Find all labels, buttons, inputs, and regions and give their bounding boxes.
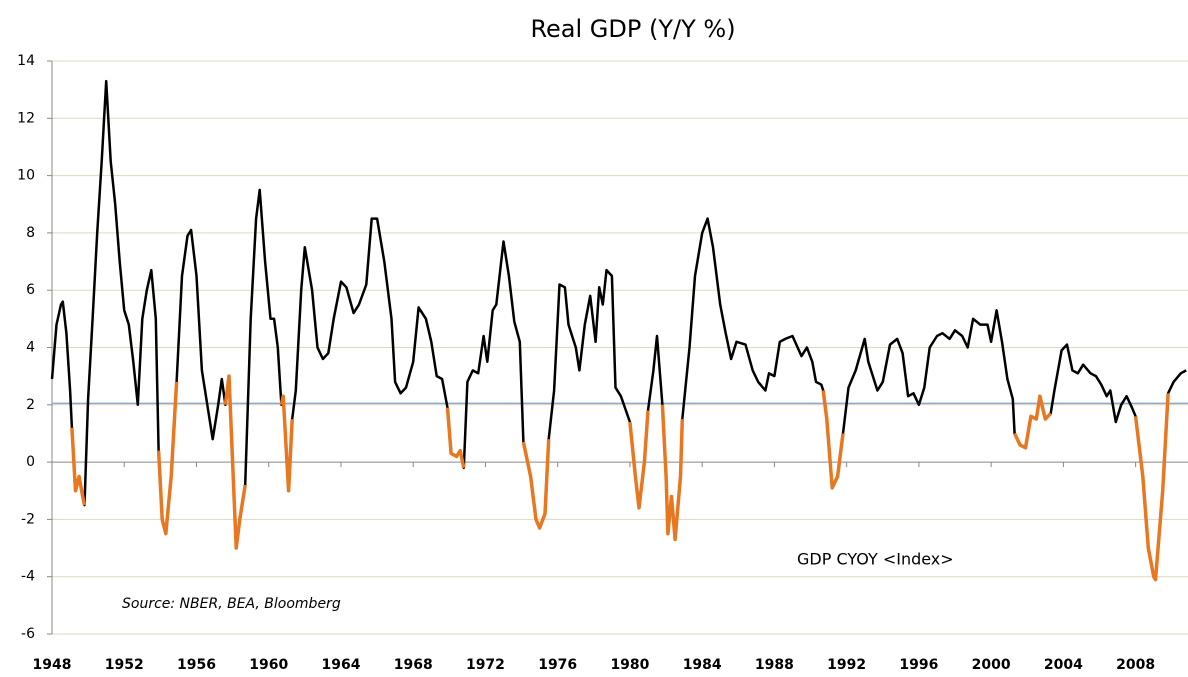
x-tick-label: 1968 [394, 657, 433, 673]
series-line [50, 79, 1187, 581]
y-tick-label: 2 [26, 397, 35, 413]
recession-segment [521, 439, 551, 530]
recession-segment [1013, 394, 1052, 450]
recession-segment [628, 410, 650, 510]
y-tick-label: 0 [26, 454, 35, 470]
x-tick-label: 2000 [972, 657, 1011, 673]
x-tick-label: 1988 [755, 657, 794, 673]
y-tick-label: 12 [17, 110, 35, 126]
source-note: Source: NBER, BEA, Bloomberg [122, 596, 341, 612]
recession-segment [70, 427, 87, 506]
recession-segment [279, 394, 294, 493]
legend-label: GDP CYOY <Index> [797, 550, 954, 569]
x-tick-label: 1976 [538, 657, 577, 673]
x-tick-label: 1956 [177, 657, 216, 673]
x-tick-label: 1992 [827, 657, 866, 673]
y-tick-label: -6 [21, 626, 35, 642]
y-tick-label: 6 [26, 282, 35, 298]
y-tick-label: 4 [26, 340, 35, 356]
x-tick-label: 2004 [1044, 657, 1083, 673]
recession-segment [821, 390, 845, 490]
recession-segment [445, 407, 466, 469]
recession-segment [156, 381, 179, 536]
x-tick-label: 1964 [321, 657, 360, 673]
chart-title: Real GDP (Y/Y %) [530, 15, 735, 43]
x-tick-label: 1984 [683, 657, 722, 673]
y-tick-label: -2 [21, 511, 35, 527]
x-tick-label: 1952 [105, 657, 144, 673]
x-tick-label: 1996 [899, 657, 938, 673]
y-tick-label: 14 [17, 53, 35, 69]
recession-segment [223, 374, 247, 550]
x-tick-label: 1972 [466, 657, 505, 673]
y-tick-label: -4 [21, 569, 35, 585]
y-tick-label: 8 [26, 225, 35, 241]
x-tick-label: 1948 [33, 657, 72, 673]
recession-segment [1133, 393, 1170, 582]
recession-segment [660, 404, 685, 542]
x-tick-label: 1980 [610, 657, 649, 673]
y-tick-label: 10 [17, 168, 35, 184]
x-tick-label: 1960 [249, 657, 288, 673]
x-tick-label: 2008 [1116, 657, 1155, 673]
